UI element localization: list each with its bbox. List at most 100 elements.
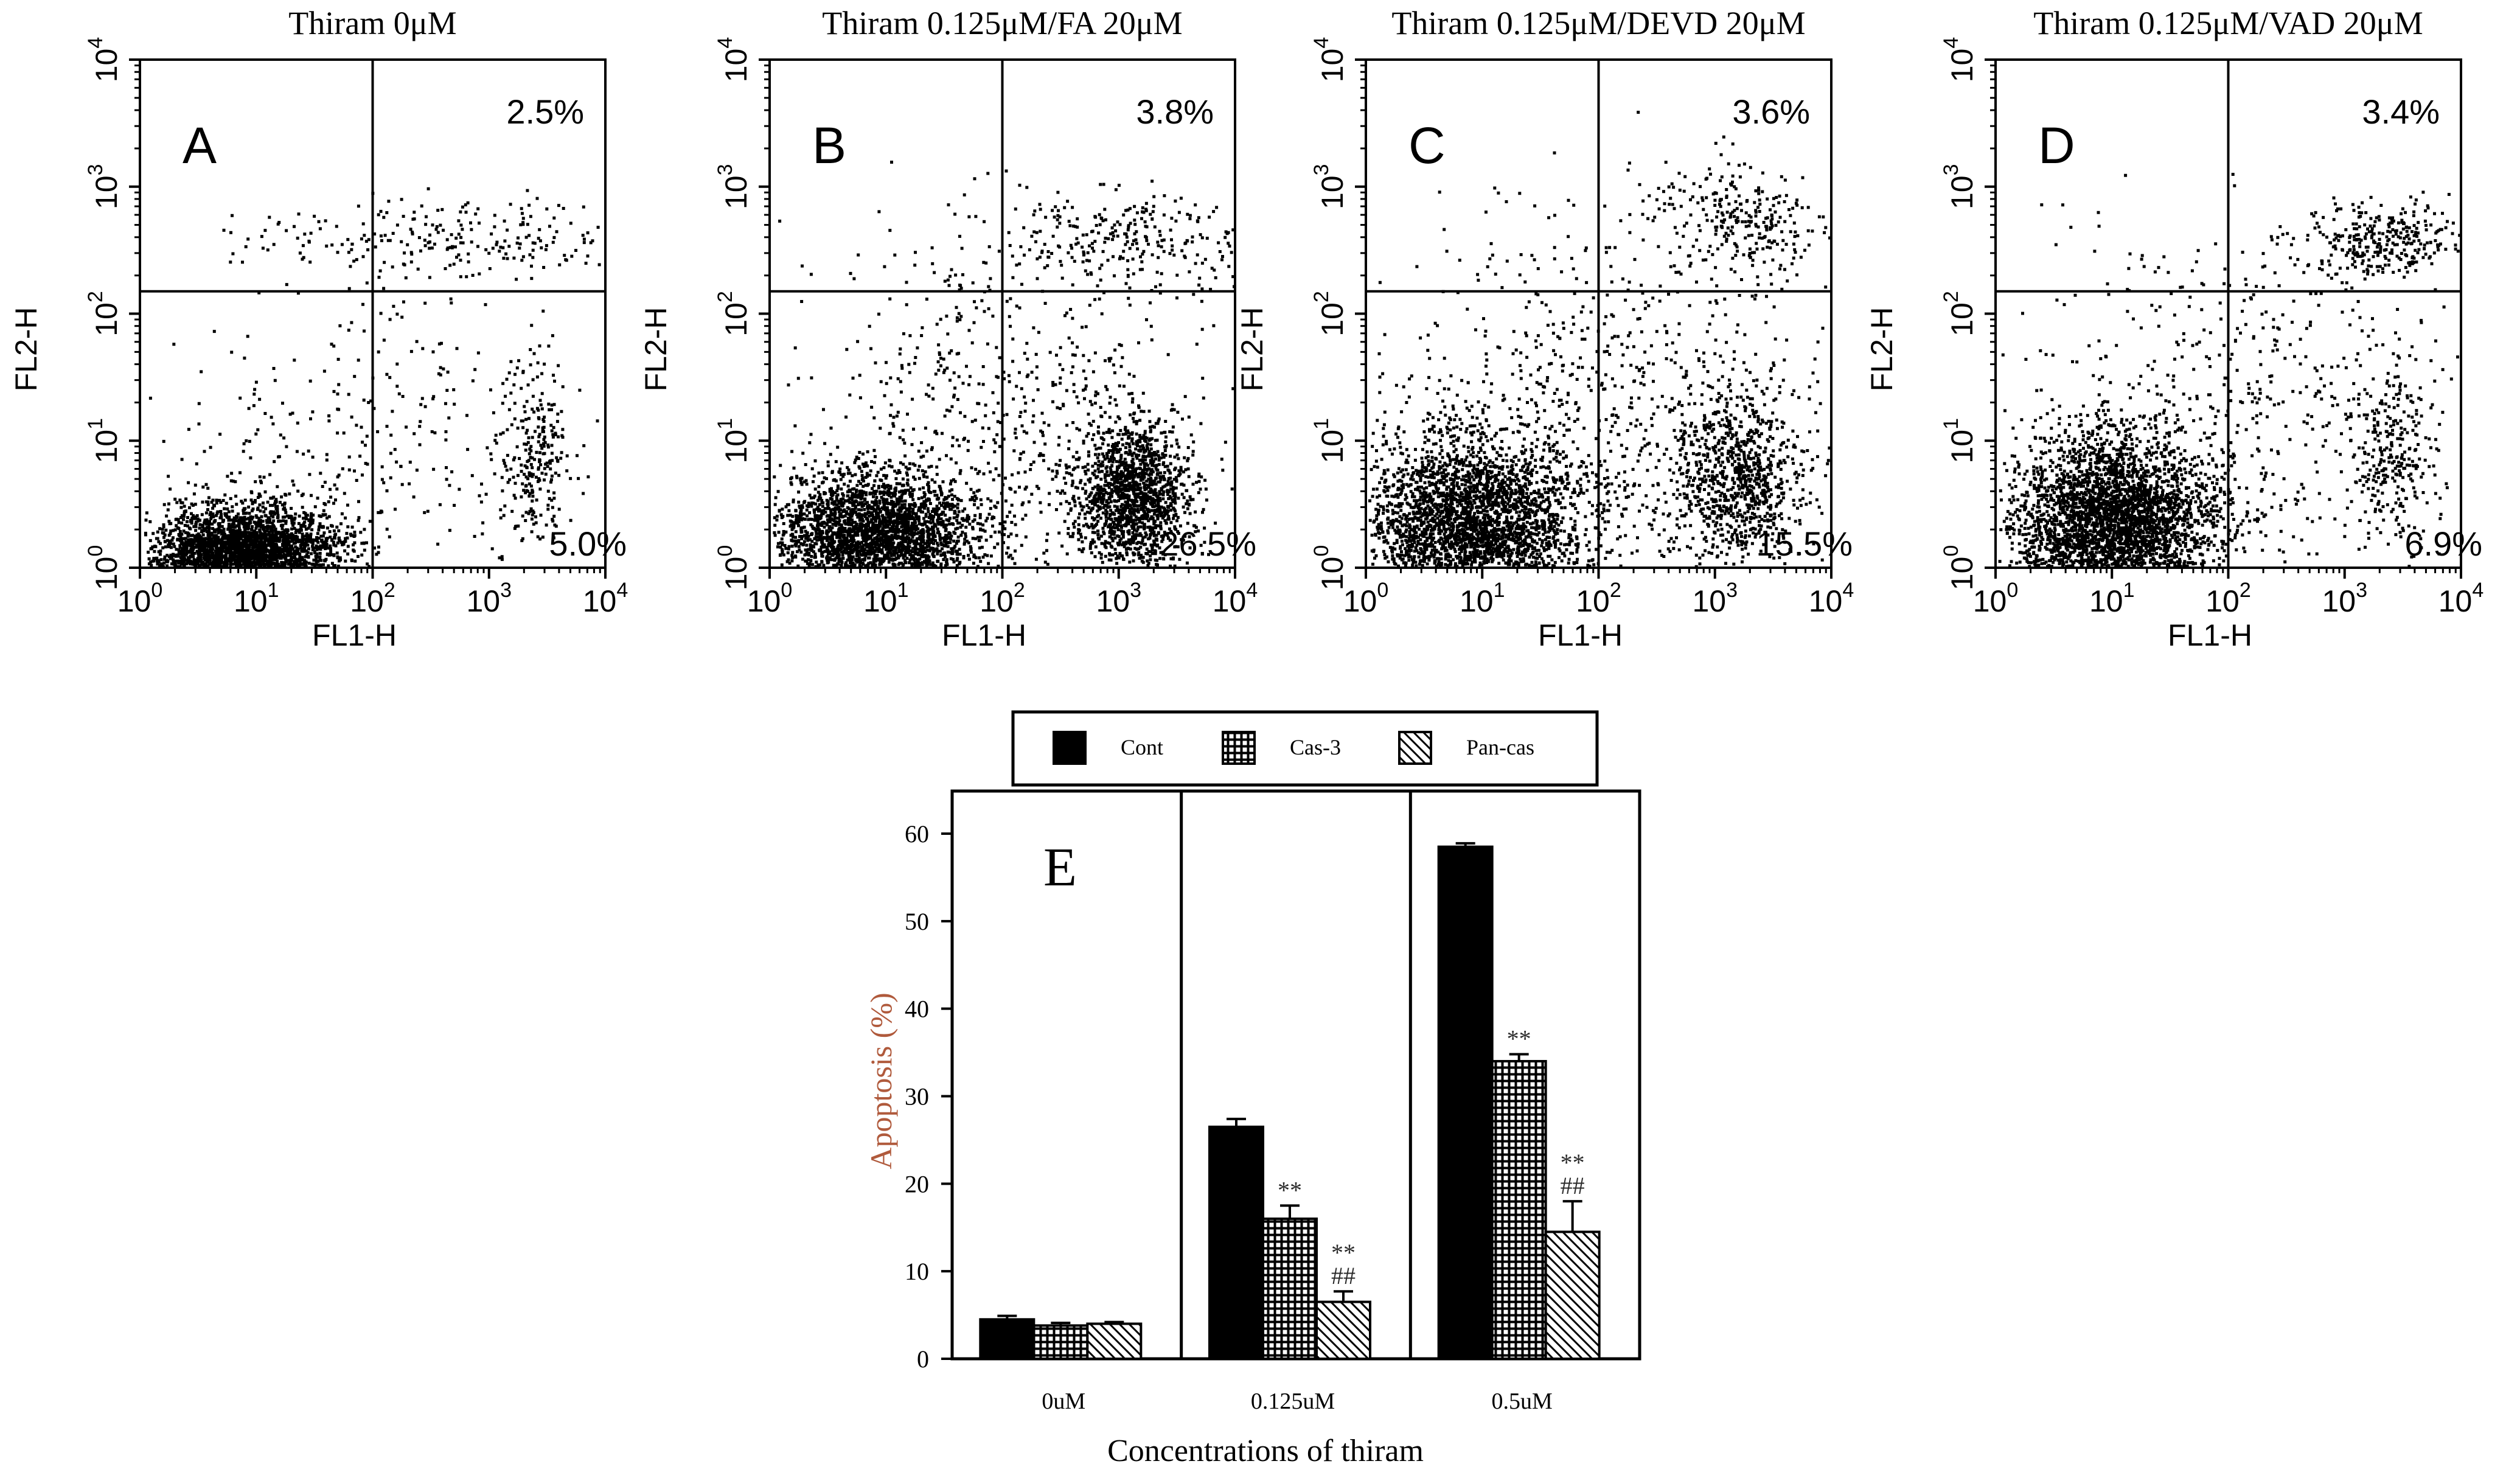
legend-label-cas-3: Cas-3: [1290, 735, 1341, 759]
panel-b-x-axis-label: FL1-H: [942, 618, 1026, 652]
panel-c-x-tick-label: 101: [1460, 579, 1505, 618]
panel-a-x-axis-label: FL1-H: [312, 618, 397, 652]
legend-swatch-pan-cas: [1398, 731, 1432, 765]
panel-a-y-tick-label: 101: [84, 418, 124, 464]
panel-d-x-tick-label: 101: [2089, 579, 2135, 618]
bar-cas-3-1: [1262, 1217, 1318, 1361]
panel-c-y-tick-label: 100: [1310, 545, 1349, 591]
panel-c-x-axis-label: FL1-H: [1538, 618, 1623, 652]
panel-a-x-tick-label: 101: [234, 579, 279, 618]
panel-d-x-tick-label: 104: [2438, 579, 2484, 618]
panel-a-y-tick-label: 103: [84, 164, 124, 209]
panel-b-y-axis-label: FL2-H: [639, 307, 673, 391]
significance-marker: **: [1507, 1025, 1531, 1052]
panel-a-upper-right-percent: 2.5%: [506, 92, 584, 131]
legend-label-pan-cas: Pan-cas: [1466, 735, 1534, 759]
panel-a-y-axis-label: FL2-H: [9, 307, 43, 391]
panel-b-title: Thiram 0.125μM/FA 20μM: [822, 5, 1182, 41]
panel-d-x-tick-label: 102: [2205, 579, 2251, 618]
bar-y-axis-label: Apoptosis (%): [864, 992, 898, 1169]
panel-d-upper-right-percent: 3.4%: [2362, 92, 2440, 131]
panel-a-x-tick-label: 104: [583, 579, 628, 618]
panel-b-event-dots: [773, 161, 1236, 568]
panel-c-y-tick-label: 103: [1310, 164, 1349, 209]
panel-a-y-tick-label: 104: [84, 37, 124, 83]
panel-d-title: Thiram 0.125μM/VAD 20μM: [2033, 5, 2423, 41]
panel-d-lower-right-percent: 6.9%: [2404, 525, 2482, 563]
panel-b-x-tick-label: 102: [980, 579, 1025, 618]
panel-e-letter: E: [1043, 837, 1077, 898]
panel-c-x-tick-label: 102: [1576, 579, 1621, 618]
legend-swatch-cas-3: [1222, 731, 1256, 765]
significance-marker: **: [1331, 1239, 1356, 1266]
panel-c-event-dots: [1368, 111, 1831, 568]
panel-b-x-tick-label: 101: [863, 579, 909, 618]
panel-d-y-tick-label: 104: [1940, 37, 1979, 83]
bar-y-tick-label: 10: [905, 1258, 929, 1285]
panel-a-y-tick-label: 102: [84, 291, 124, 336]
bar-cont-0: [979, 1318, 1035, 1360]
panel-c-y-tick-label: 104: [1310, 37, 1349, 83]
bar-y-tick-label: 0: [917, 1345, 929, 1373]
panel-d-events: [1998, 173, 2462, 568]
bar-cas-3-2: [1491, 1059, 1547, 1360]
panel-d-event-dots: [1998, 173, 2462, 568]
panel-c-letter: C: [1408, 117, 1446, 174]
panel-a-title: Thiram 0μM: [288, 5, 456, 41]
panel-c-x-tick-label: 103: [1692, 579, 1738, 618]
bar-cont-1: [1208, 1125, 1264, 1360]
panel-d-x-tick-label: 103: [2322, 579, 2367, 618]
panel-d-y-tick-label: 103: [1940, 164, 1979, 209]
panel-c-y-tick-label: 102: [1310, 291, 1349, 336]
bar-legend: Cont Cas-3 Pan-cas: [1011, 710, 1599, 787]
significance-marker: ##: [1561, 1172, 1585, 1199]
panel-d-y-tick-label: 101: [1940, 418, 1979, 464]
legend-swatch-cont: [1053, 731, 1087, 765]
bar-pan-cas-1: [1315, 1300, 1371, 1360]
bar-category-label: 0.5uM: [1492, 1389, 1553, 1414]
panel-b-letter: B: [812, 117, 846, 174]
panel-c-y-axis-label: FL2-H: [1235, 307, 1269, 391]
bar-y-tick-label: 50: [905, 908, 929, 935]
significance-marker: ##: [1331, 1262, 1356, 1289]
panel-a-letter: A: [183, 117, 217, 174]
panel-b-upper-right-percent: 3.8%: [1136, 92, 1214, 131]
bar-category-label: 0.125uM: [1251, 1389, 1335, 1414]
bar-category-label: 0uM: [1042, 1389, 1085, 1414]
bar-pan-cas-0: [1086, 1322, 1143, 1360]
panel-c-title: Thiram 0.125μM/DEVD 20μM: [1391, 5, 1805, 41]
significance-marker: **: [1561, 1149, 1585, 1176]
bar-y-tick-label: 20: [905, 1170, 929, 1198]
panel-b-y-tick-label: 104: [714, 37, 753, 83]
panel-c-y-tick-label: 101: [1310, 418, 1349, 464]
panel-b-lower-right-percent: 26.5%: [1160, 525, 1256, 563]
panel-b-y-tick-label: 103: [714, 164, 753, 209]
panel-b-x-tick-label: 100: [747, 579, 793, 618]
significance-marker: **: [1278, 1176, 1302, 1204]
bar-y-tick-label: 40: [905, 996, 929, 1023]
panel-c-x-tick-label: 100: [1343, 579, 1389, 618]
panel-a-lower-right-percent: 5.0%: [549, 525, 627, 563]
panel-b-y-tick-label: 102: [714, 291, 753, 336]
legend-box: [1011, 710, 1599, 787]
flow-panels: Thiram 0μM100100101101102102103103104104…: [9, 5, 2483, 652]
panel-b-y-tick-label: 101: [714, 418, 753, 464]
bar-cas-3-0: [1032, 1324, 1089, 1360]
panel-d-x-axis-label: FL1-H: [2168, 618, 2252, 652]
panel-b-x-tick-label: 104: [1213, 579, 1258, 618]
panel-d-y-tick-label: 102: [1940, 291, 1979, 336]
panel-c-lower-right-percent: 15.5%: [1756, 525, 1853, 563]
panel-a-x-tick-label: 102: [350, 579, 395, 618]
panel-a-x-tick-label: 103: [466, 579, 512, 618]
bar-pan-cas-2: [1544, 1230, 1601, 1360]
panel-d-y-axis-label: FL2-H: [1865, 307, 1899, 391]
panel-b-events: [773, 161, 1236, 568]
panel-a-y-tick-label: 100: [84, 545, 124, 591]
bar-chart-e: 0 10 20 30 40 50 60 Apoptosis (%) Concentrations…: [864, 710, 1641, 1468]
panel-a-x-tick-label: 100: [117, 579, 163, 618]
